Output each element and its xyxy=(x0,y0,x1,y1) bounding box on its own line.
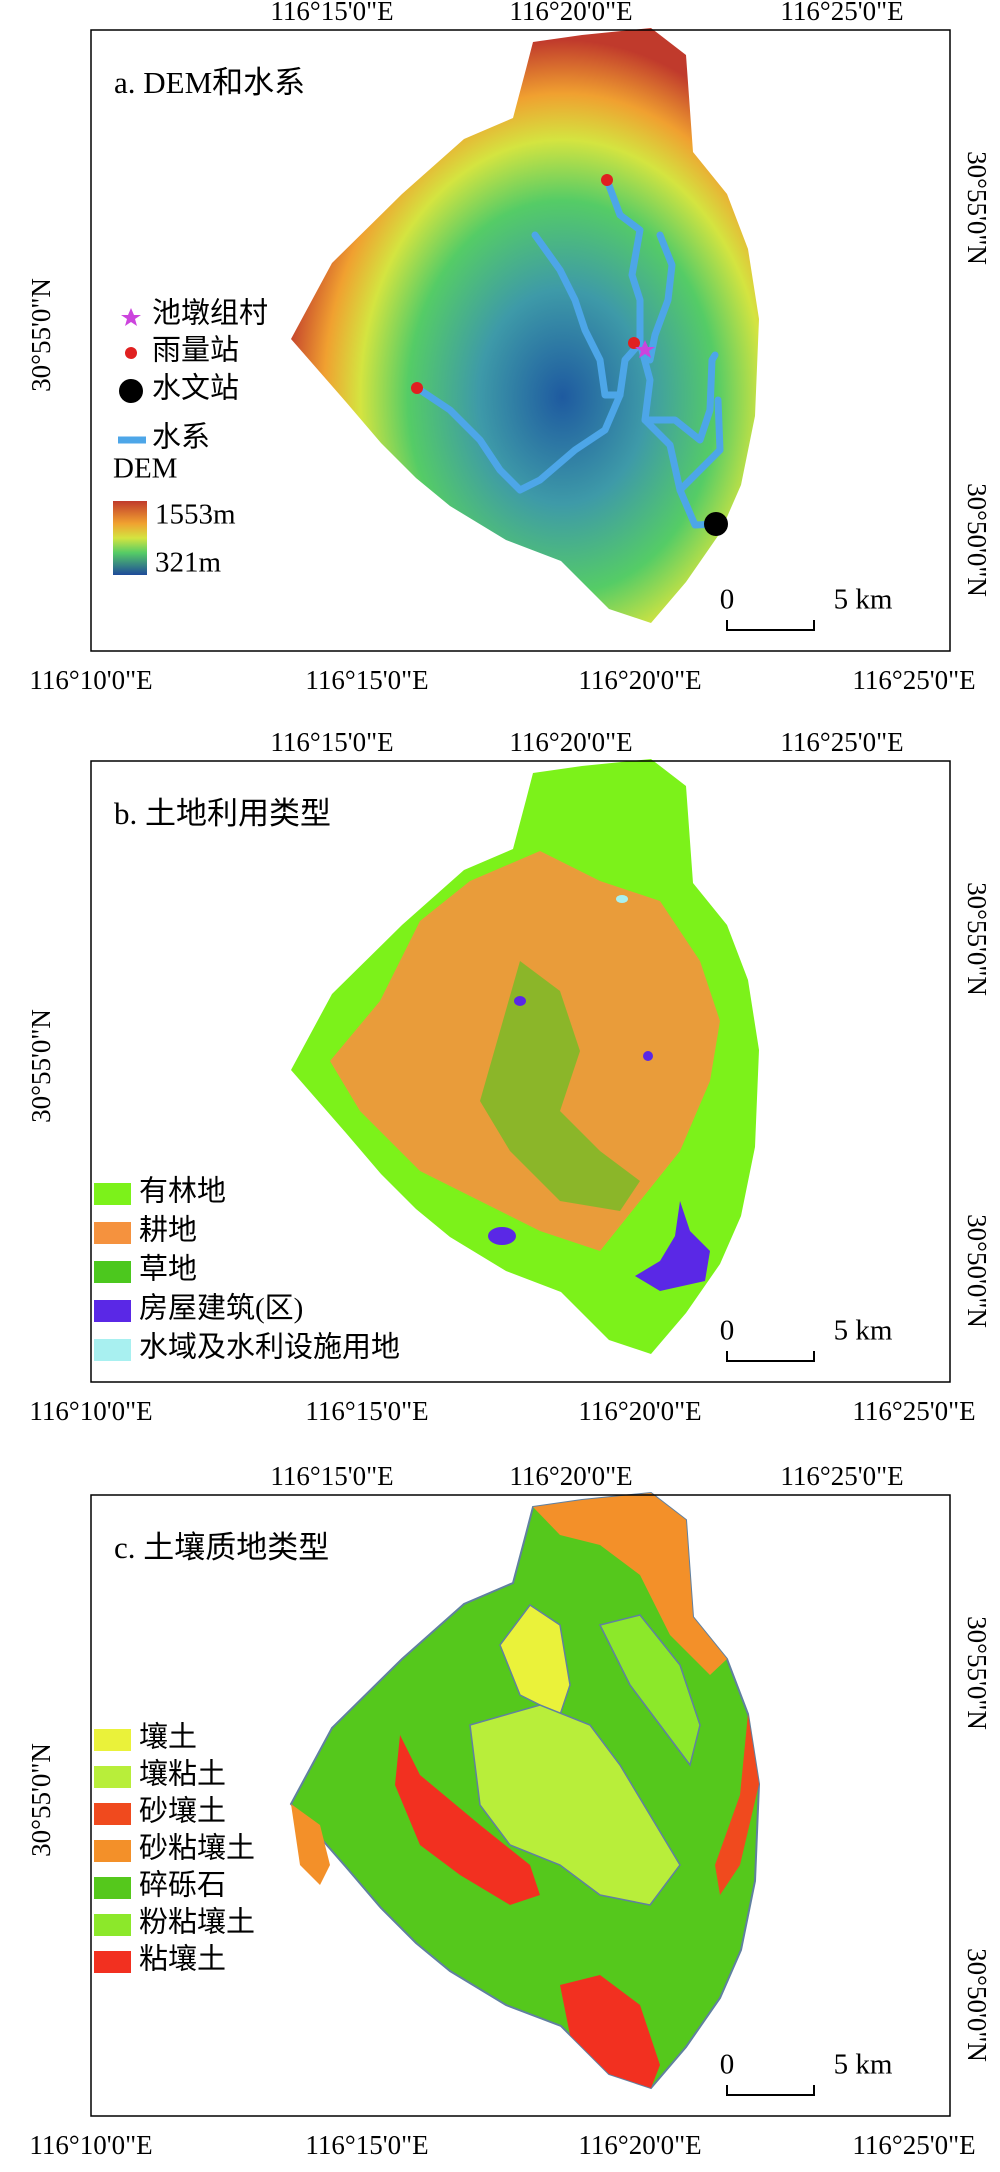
colorbar-max: 1553m xyxy=(155,499,236,531)
right-tick-label: 30°55'0"N xyxy=(962,151,992,265)
colorbar-min: 321m xyxy=(155,547,222,579)
legend-swatch xyxy=(94,1183,131,1205)
colorbar-title: DEM xyxy=(113,453,177,485)
legend-label: 房屋建筑(区) xyxy=(139,1292,303,1325)
bottom-tick-label: 116°10'0"E xyxy=(29,2130,152,2160)
legend-label: 池墩组村 xyxy=(152,297,268,330)
scale-label: 0 xyxy=(720,584,735,616)
legend-swatch xyxy=(94,1261,131,1283)
scale-bar xyxy=(726,620,815,631)
legend-label: 耕地 xyxy=(139,1214,197,1247)
map-frame xyxy=(90,760,951,1383)
scale-label: 0 xyxy=(720,2049,735,2081)
bottom-tick-label: 116°25'0"E xyxy=(852,1396,975,1426)
top-tick-label: 116°20'0"E xyxy=(509,0,632,26)
map-frame xyxy=(90,1494,951,2117)
top-tick-label: 116°20'0"E xyxy=(509,1461,632,1491)
panel-title: c. 土壤质地类型 xyxy=(114,1530,329,1565)
bottom-tick-label: 116°20'0"E xyxy=(578,2130,701,2160)
legend-label: 壤粘土 xyxy=(139,1758,226,1791)
map-panel: c. 土壤质地类型 116°15'0"E 116°20'0"E 116°25'0"E 1… xyxy=(26,1461,992,2160)
bottom-tick-label: 116°10'0"E xyxy=(29,665,152,695)
top-tick-label: 116°25'0"E xyxy=(780,0,903,26)
bottom-tick-label: 116°10'0"E xyxy=(29,1396,152,1426)
scale-bar xyxy=(726,1351,815,1362)
legend-label: 粘壤土 xyxy=(139,1943,226,1976)
scale-label: 5 km xyxy=(834,1315,893,1347)
bottom-tick-label: 116°15'0"E xyxy=(305,1396,428,1426)
legend-swatch xyxy=(94,1914,131,1936)
legend-swatch xyxy=(94,1300,131,1322)
bottom-tick-label: 116°15'0"E xyxy=(305,665,428,695)
scale-bar xyxy=(726,2085,815,2096)
legend-label: 壤土 xyxy=(139,1721,197,1754)
left-tick-label: 30°55'0"N xyxy=(26,278,56,392)
legend-label: 水系 xyxy=(152,421,210,454)
bottom-tick-label: 116°20'0"E xyxy=(578,665,701,695)
bottom-tick-label: 116°15'0"E xyxy=(305,2130,428,2160)
map-panel: b. 土地利用类型 116°15'0"E 116°20'0"E 116°25'0"E 1… xyxy=(26,727,992,1426)
legend-swatch xyxy=(94,1339,131,1361)
legend-label: 有林地 xyxy=(139,1175,226,1208)
legend-label: 碎砾石 xyxy=(139,1869,226,1902)
legend-label: 水文站 xyxy=(152,372,239,405)
legend-swatch xyxy=(94,1803,131,1825)
legend-label: 水域及水利设施用地 xyxy=(139,1331,400,1364)
right-tick-label: 30°55'0"N xyxy=(962,882,992,996)
scale-label: 0 xyxy=(720,1315,735,1347)
left-tick-label: 30°55'0"N xyxy=(26,1743,56,1857)
map-panel: a. DEM和水系 116°15'0"E 116°20'0"E 116°25'0"E 1… xyxy=(26,0,992,695)
legend-swatch xyxy=(94,1840,131,1862)
top-tick-label: 116°25'0"E xyxy=(780,1461,903,1491)
legend-label: 粉粘壤土 xyxy=(139,1906,255,1939)
right-tick-label: 30°50'0"N xyxy=(962,1214,992,1328)
legend-label: 砂壤土 xyxy=(139,1795,226,1828)
top-tick-label: 116°20'0"E xyxy=(509,727,632,757)
legend-swatch xyxy=(94,1951,131,1973)
scale-label: 5 km xyxy=(834,584,893,616)
bottom-tick-label: 116°20'0"E xyxy=(578,1396,701,1426)
dem-map xyxy=(113,28,759,623)
bottom-tick-label: 116°25'0"E xyxy=(852,665,975,695)
landuse-map xyxy=(291,759,759,1354)
top-tick-label: 116°15'0"E xyxy=(270,727,393,757)
legend-label: 雨量站 xyxy=(152,334,239,367)
legend-label: 砂粘壤土 xyxy=(139,1832,255,1865)
panel-title: b. 土地利用类型 xyxy=(114,796,331,831)
legend-label: 草地 xyxy=(139,1253,197,1286)
bottom-tick-label: 116°25'0"E xyxy=(852,2130,975,2160)
right-tick-label: 30°50'0"N xyxy=(962,483,992,597)
panel-title: a. DEM和水系 xyxy=(114,65,305,100)
right-tick-label: 30°50'0"N xyxy=(962,1948,992,2062)
soil-map xyxy=(290,1492,760,2089)
right-tick-label: 30°55'0"N xyxy=(962,1616,992,1730)
legend-swatch xyxy=(94,1877,131,1899)
top-tick-label: 116°15'0"E xyxy=(270,1461,393,1491)
left-tick-label: 30°55'0"N xyxy=(26,1009,56,1123)
top-tick-label: 116°25'0"E xyxy=(780,727,903,757)
legend-swatch xyxy=(94,1729,131,1751)
scale-label: 5 km xyxy=(834,2049,893,2081)
legend-swatch xyxy=(94,1766,131,1788)
map-frame xyxy=(90,29,951,652)
legend-swatch xyxy=(94,1222,131,1244)
top-tick-label: 116°15'0"E xyxy=(270,0,393,26)
